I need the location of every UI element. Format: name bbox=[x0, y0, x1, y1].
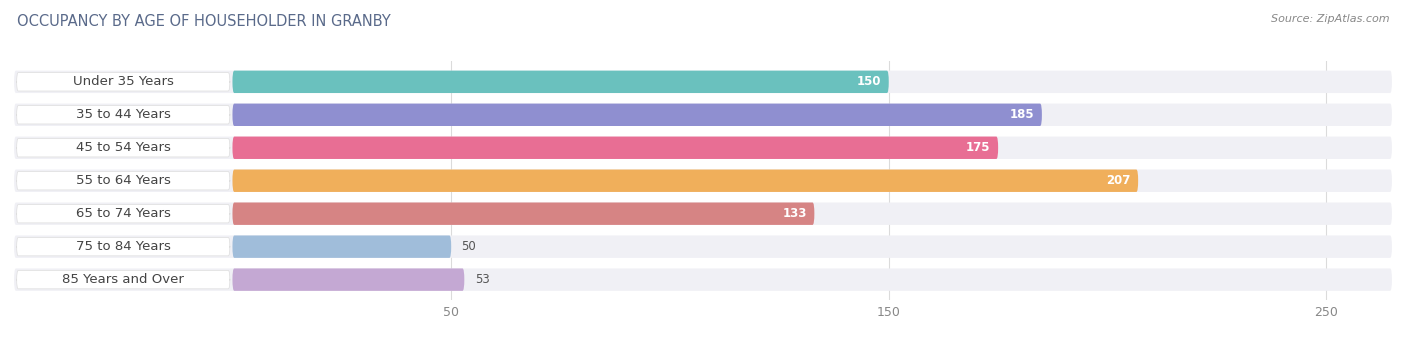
Text: 207: 207 bbox=[1107, 174, 1130, 187]
FancyBboxPatch shape bbox=[232, 71, 889, 93]
FancyBboxPatch shape bbox=[17, 205, 229, 223]
Text: 53: 53 bbox=[475, 273, 489, 286]
FancyBboxPatch shape bbox=[17, 270, 229, 289]
Text: Source: ZipAtlas.com: Source: ZipAtlas.com bbox=[1271, 14, 1389, 24]
Text: 85 Years and Over: 85 Years and Over bbox=[62, 273, 184, 286]
FancyBboxPatch shape bbox=[14, 71, 1392, 93]
Text: 150: 150 bbox=[856, 75, 882, 88]
Text: 55 to 64 Years: 55 to 64 Years bbox=[76, 174, 170, 187]
FancyBboxPatch shape bbox=[232, 235, 451, 258]
Text: 45 to 54 Years: 45 to 54 Years bbox=[76, 141, 170, 154]
FancyBboxPatch shape bbox=[17, 237, 229, 256]
FancyBboxPatch shape bbox=[14, 235, 1392, 258]
FancyBboxPatch shape bbox=[14, 268, 1392, 291]
Text: 75 to 84 Years: 75 to 84 Years bbox=[76, 240, 170, 253]
FancyBboxPatch shape bbox=[17, 73, 229, 91]
Text: 133: 133 bbox=[782, 207, 807, 220]
FancyBboxPatch shape bbox=[232, 136, 998, 159]
FancyBboxPatch shape bbox=[17, 138, 229, 157]
FancyBboxPatch shape bbox=[17, 172, 229, 190]
FancyBboxPatch shape bbox=[14, 136, 1392, 159]
FancyBboxPatch shape bbox=[17, 106, 229, 124]
FancyBboxPatch shape bbox=[232, 203, 814, 225]
FancyBboxPatch shape bbox=[14, 203, 1392, 225]
FancyBboxPatch shape bbox=[232, 104, 1042, 126]
Text: Under 35 Years: Under 35 Years bbox=[73, 75, 174, 88]
Text: 65 to 74 Years: 65 to 74 Years bbox=[76, 207, 170, 220]
Text: 185: 185 bbox=[1010, 108, 1033, 121]
FancyBboxPatch shape bbox=[14, 169, 1392, 192]
Text: 175: 175 bbox=[966, 141, 990, 154]
Text: 35 to 44 Years: 35 to 44 Years bbox=[76, 108, 170, 121]
Text: 50: 50 bbox=[461, 240, 477, 253]
FancyBboxPatch shape bbox=[232, 169, 1139, 192]
FancyBboxPatch shape bbox=[14, 104, 1392, 126]
Text: OCCUPANCY BY AGE OF HOUSEHOLDER IN GRANBY: OCCUPANCY BY AGE OF HOUSEHOLDER IN GRANB… bbox=[17, 14, 391, 29]
FancyBboxPatch shape bbox=[232, 268, 464, 291]
